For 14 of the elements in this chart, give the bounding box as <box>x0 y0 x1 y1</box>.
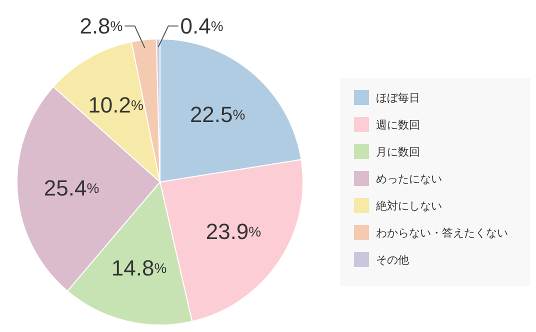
legend-label: ほぼ毎日 <box>376 92 420 104</box>
data-label: 25.4% <box>44 176 100 201</box>
legend-label: 絶対にしない <box>375 200 442 212</box>
legend-label: わからない・答えたくない <box>376 226 508 240</box>
legend-label: その他 <box>376 254 409 266</box>
data-label: 2.8% <box>80 14 123 38</box>
data-label: 10.2% <box>88 92 144 118</box>
data-label: 14.8% <box>111 256 167 281</box>
legend-label: めったにない <box>376 172 442 186</box>
legend-label: 月に数回 <box>376 146 420 158</box>
legend-label: 週に数回 <box>376 118 420 132</box>
data-label: 0.4% <box>180 14 224 38</box>
data-label: 22.5% <box>190 102 246 128</box>
data-label: 23.9% <box>206 219 262 244</box>
